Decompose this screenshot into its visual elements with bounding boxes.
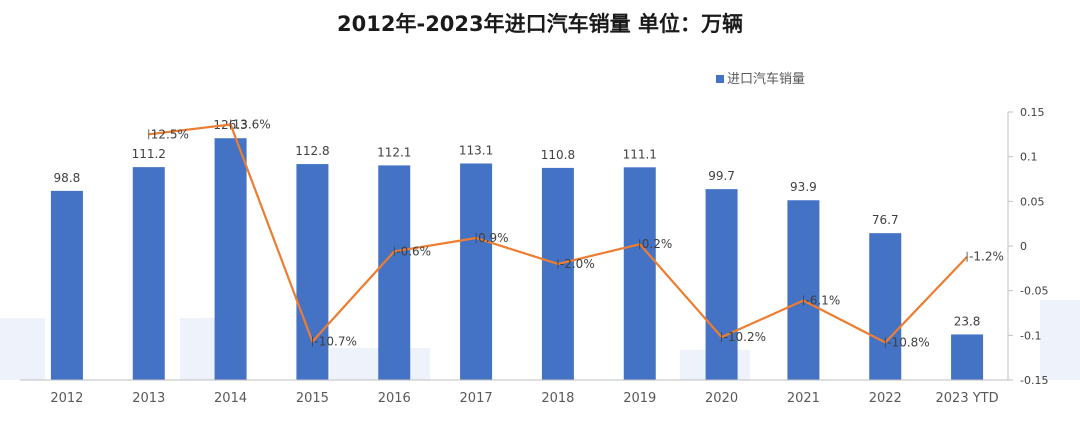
bar bbox=[460, 163, 493, 380]
x-tick-label: 2014 bbox=[214, 391, 247, 406]
x-tick-label: 2019 bbox=[623, 391, 656, 406]
x-tick-label: 2012 bbox=[50, 391, 83, 406]
y-right-tick-label: -0.15 bbox=[1020, 374, 1048, 387]
bar bbox=[132, 167, 165, 380]
x-tick-label: 2018 bbox=[541, 391, 574, 406]
x-tick-label: 2016 bbox=[378, 391, 411, 406]
bar-value-label: 112.8 bbox=[295, 144, 329, 158]
growth-value-label: -10.7% bbox=[314, 335, 356, 349]
x-tick-label: 2015 bbox=[296, 391, 329, 406]
x-tick-label: 2021 bbox=[787, 391, 820, 406]
x-tick-label: 2017 bbox=[460, 391, 493, 406]
legend-swatch bbox=[716, 75, 724, 83]
x-tick-label: 2013 bbox=[132, 391, 165, 406]
bar-value-label: 111.1 bbox=[623, 147, 657, 161]
background-decoration bbox=[1040, 300, 1080, 380]
bar-value-label: 93.9 bbox=[790, 180, 817, 194]
bar bbox=[869, 233, 902, 380]
bar-value-label: 23.8 bbox=[954, 314, 981, 328]
growth-value-label: -2.0% bbox=[560, 257, 595, 271]
growth-value-label: -1.2% bbox=[969, 250, 1004, 264]
growth-value-label: -10.8% bbox=[887, 335, 929, 349]
growth-value-label: 0.9% bbox=[478, 231, 509, 245]
x-tick-label: 2023 YTD bbox=[936, 391, 999, 406]
chart-title: 2012年-2023年进口汽车销量 单位：万辆 bbox=[337, 12, 743, 36]
bar-value-label: 98.8 bbox=[54, 171, 81, 185]
bar-value-label: 112.1 bbox=[377, 145, 411, 159]
growth-value-label: -10.2% bbox=[724, 330, 766, 344]
bar-value-label: 113.1 bbox=[459, 143, 493, 157]
y-right-tick-label: -0.05 bbox=[1020, 285, 1048, 298]
y-right-tick-label: 0.05 bbox=[1020, 195, 1045, 208]
bar bbox=[951, 334, 984, 380]
growth-value-label: 12.5% bbox=[151, 127, 189, 141]
x-tick-label: 2020 bbox=[705, 391, 738, 406]
bar bbox=[705, 189, 738, 380]
bar-value-label: 111.2 bbox=[132, 147, 166, 161]
growth-value-label: -0.6% bbox=[396, 244, 431, 258]
legend-label: 进口汽车销量 bbox=[727, 71, 805, 87]
background-decoration bbox=[0, 318, 45, 380]
x-tick-label: 2022 bbox=[869, 391, 902, 406]
growth-value-label: 13.6% bbox=[233, 118, 271, 132]
y-right-tick-label: 0.1 bbox=[1020, 151, 1038, 164]
bar bbox=[541, 167, 574, 380]
bar bbox=[50, 190, 83, 380]
bar bbox=[787, 200, 820, 380]
y-right-tick-label: 0.15 bbox=[1020, 106, 1045, 119]
bar-value-label: 110.8 bbox=[541, 148, 575, 162]
bar bbox=[378, 165, 411, 380]
y-right-tick-label: 0 bbox=[1020, 240, 1027, 253]
bar-value-label: 76.7 bbox=[872, 213, 899, 227]
bar bbox=[214, 138, 247, 380]
bar bbox=[623, 167, 656, 380]
growth-value-label: 0.2% bbox=[642, 237, 673, 251]
growth-value-label: -6.1% bbox=[805, 293, 840, 307]
y-right-tick-label: -0.1 bbox=[1020, 329, 1041, 342]
bar-value-label: 99.7 bbox=[708, 169, 735, 183]
